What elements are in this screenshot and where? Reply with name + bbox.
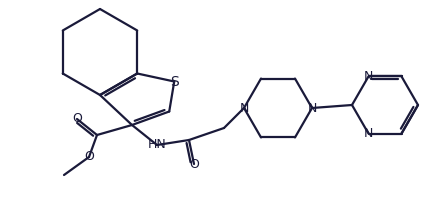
Text: O: O	[84, 151, 94, 163]
Text: O: O	[189, 157, 199, 171]
Text: N: N	[307, 102, 317, 114]
Text: S: S	[170, 74, 179, 89]
Text: N: N	[364, 70, 373, 83]
Text: N: N	[364, 127, 373, 140]
Text: HN: HN	[148, 139, 167, 152]
Text: O: O	[72, 112, 82, 125]
Text: N: N	[239, 102, 249, 114]
